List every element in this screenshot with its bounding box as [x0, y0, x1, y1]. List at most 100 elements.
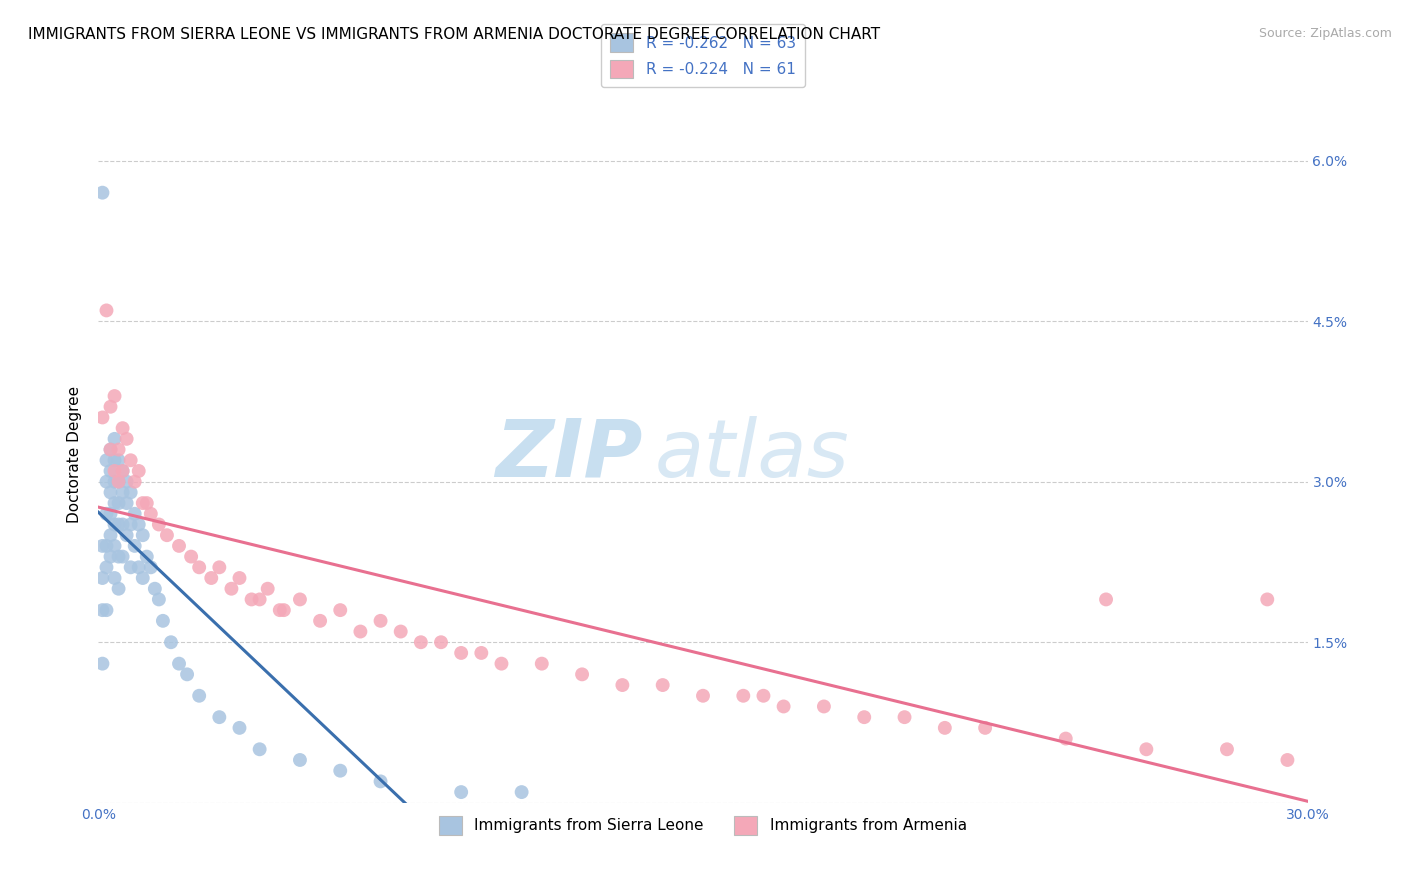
- Point: [148, 592, 170, 607]
- Point: [120, 560, 142, 574]
- Point: [124, 475, 146, 489]
- Point: [103, 571, 125, 585]
- Point: [156, 528, 179, 542]
- Point: [103, 517, 125, 532]
- Point: [100, 464, 122, 478]
- Point: [772, 699, 794, 714]
- Point: [124, 507, 146, 521]
- Point: [188, 560, 211, 574]
- Point: [107, 582, 129, 596]
- Point: [160, 635, 183, 649]
- Point: [143, 582, 166, 596]
- Point: [934, 721, 956, 735]
- Text: atlas: atlas: [655, 416, 849, 494]
- Point: [100, 528, 122, 542]
- Point: [288, 592, 311, 607]
- Point: [100, 485, 122, 500]
- Point: [370, 614, 392, 628]
- Point: [1095, 592, 1118, 607]
- Point: [249, 742, 271, 756]
- Point: [103, 539, 125, 553]
- Point: [450, 785, 472, 799]
- Point: [132, 571, 155, 585]
- Point: [974, 721, 997, 735]
- Point: [571, 667, 593, 681]
- Text: ZIP: ZIP: [495, 416, 643, 494]
- Point: [329, 764, 352, 778]
- Point: [208, 710, 231, 724]
- Point: [96, 453, 118, 467]
- Point: [115, 528, 138, 542]
- Point: [91, 603, 114, 617]
- Point: [510, 785, 533, 799]
- Point: [107, 442, 129, 457]
- Legend: Immigrants from Sierra Leone, Immigrants from Armenia: Immigrants from Sierra Leone, Immigrants…: [430, 807, 976, 844]
- Point: [329, 603, 352, 617]
- Point: [228, 721, 250, 735]
- Point: [100, 507, 122, 521]
- Point: [111, 485, 134, 500]
- Point: [96, 603, 118, 617]
- Point: [269, 603, 291, 617]
- Text: IMMIGRANTS FROM SIERRA LEONE VS IMMIGRANTS FROM ARMENIA DOCTORATE DEGREE CORRELA: IMMIGRANTS FROM SIERRA LEONE VS IMMIGRAN…: [28, 27, 880, 42]
- Point: [107, 517, 129, 532]
- Point: [135, 549, 157, 564]
- Point: [124, 539, 146, 553]
- Point: [370, 774, 392, 789]
- Point: [409, 635, 432, 649]
- Point: [1054, 731, 1077, 746]
- Point: [148, 517, 170, 532]
- Point: [470, 646, 492, 660]
- Point: [167, 539, 190, 553]
- Point: [132, 528, 155, 542]
- Point: [103, 496, 125, 510]
- Point: [96, 539, 118, 553]
- Point: [96, 475, 118, 489]
- Point: [139, 507, 162, 521]
- Point: [111, 549, 134, 564]
- Point: [491, 657, 513, 671]
- Point: [132, 496, 155, 510]
- Point: [107, 475, 129, 489]
- Point: [111, 517, 134, 532]
- Point: [752, 689, 775, 703]
- Point: [96, 507, 118, 521]
- Point: [221, 582, 243, 596]
- Y-axis label: Doctorate Degree: Doctorate Degree: [67, 386, 83, 524]
- Point: [733, 689, 755, 703]
- Point: [692, 689, 714, 703]
- Point: [128, 464, 150, 478]
- Point: [96, 303, 118, 318]
- Point: [100, 442, 122, 457]
- Point: [111, 421, 134, 435]
- Point: [103, 453, 125, 467]
- Point: [152, 614, 174, 628]
- Point: [100, 549, 122, 564]
- Point: [651, 678, 673, 692]
- Point: [103, 475, 125, 489]
- Point: [115, 496, 138, 510]
- Point: [240, 592, 263, 607]
- Point: [530, 657, 553, 671]
- Point: [100, 400, 122, 414]
- Point: [115, 475, 138, 489]
- Point: [430, 635, 453, 649]
- Point: [107, 475, 129, 489]
- Point: [128, 560, 150, 574]
- Point: [135, 496, 157, 510]
- Point: [103, 389, 125, 403]
- Point: [893, 710, 915, 724]
- Point: [180, 549, 202, 564]
- Point: [103, 464, 125, 478]
- Point: [273, 603, 295, 617]
- Point: [208, 560, 231, 574]
- Point: [107, 496, 129, 510]
- Point: [176, 667, 198, 681]
- Point: [853, 710, 876, 724]
- Point: [188, 689, 211, 703]
- Point: [228, 571, 250, 585]
- Point: [200, 571, 222, 585]
- Point: [309, 614, 332, 628]
- Point: [450, 646, 472, 660]
- Point: [91, 186, 114, 200]
